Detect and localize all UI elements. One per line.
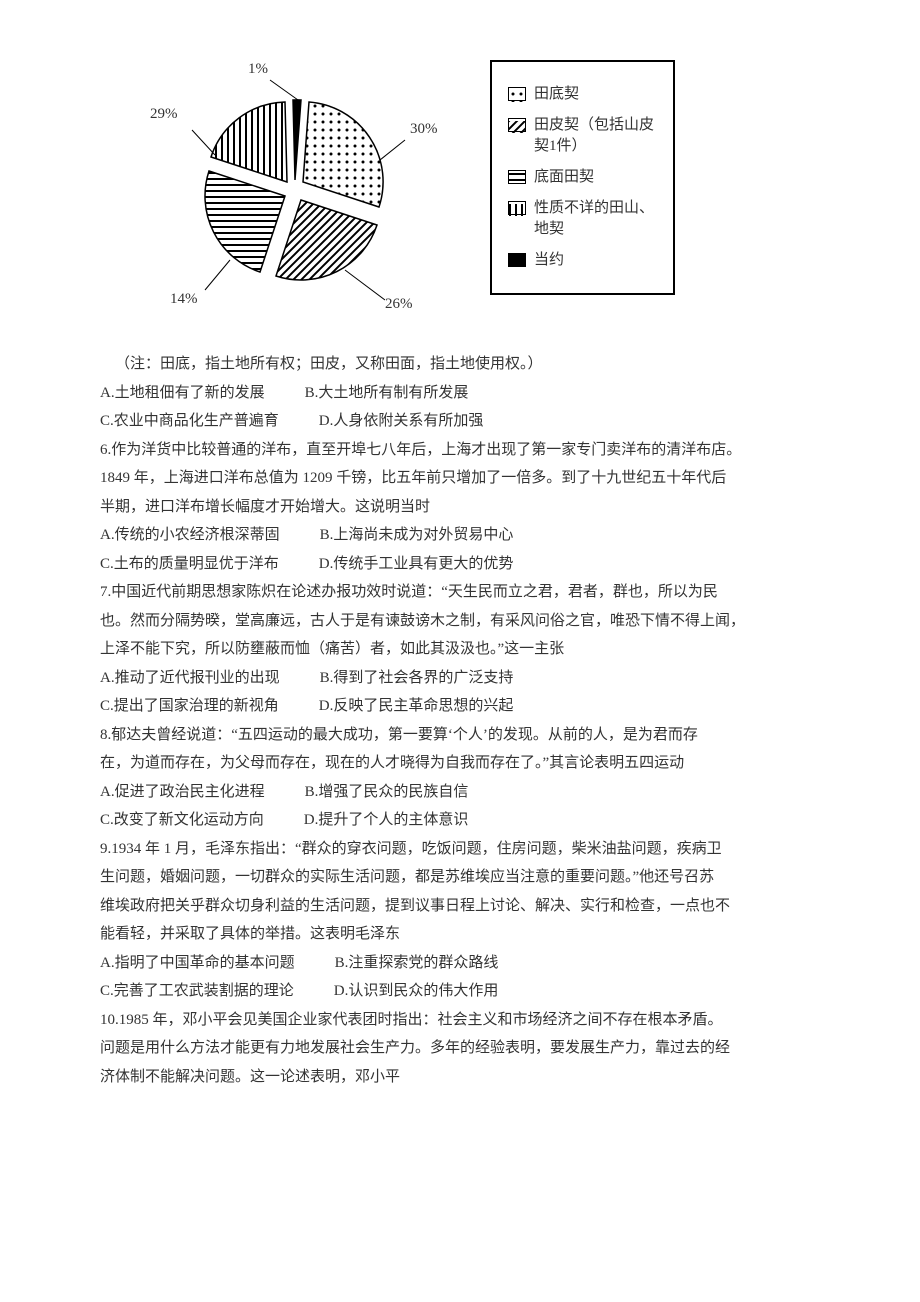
legend-label: 田皮契（包括山皮契1件） [534, 115, 657, 157]
legend-item: 底面田契 [508, 167, 657, 188]
figure-note: （注：田底，指土地所有权；田皮，又称田面，指土地使用权。） [100, 350, 830, 379]
q-stem: 7.中国近代前期思想家陈炽在论述办报功效时说道：“天生民而立之君，君者，群也，所… [100, 578, 830, 607]
pie-label-26: 26% [385, 290, 413, 319]
option: C.土布的质量明显优于洋布 [100, 550, 279, 579]
q-stem: 维埃政府把关乎群众切身利益的生活问题，提到议事日程上讨论、解决、实行和检查，一点… [100, 892, 830, 921]
option: B.注重探索党的群众路线 [335, 949, 499, 978]
pie-label-29: 29% [150, 100, 178, 129]
q-stem: 上泽不能下究，所以防壅蔽而恤（痛苦）者，如此其汲汲也。”这一主张 [100, 635, 830, 664]
exam-page: 1% 29% 30% 14% 26% 田底契 田皮契（包括山皮契1件） [0, 0, 920, 1302]
q-stem: 在，为道而存在，为父母而存在，现在的人才晓得为自我而存在了。”其言论表明五四运动 [100, 749, 830, 778]
legend-swatch [508, 201, 526, 215]
figure-row: 1% 29% 30% 14% 26% 田底契 田皮契（包括山皮契1件） [130, 60, 830, 340]
option: A.推动了近代报刊业的出现 [100, 664, 280, 693]
option: C.完善了工农武装割据的理论 [100, 977, 294, 1006]
q10: 10.1985 年，邓小平会见美国企业家代表团时指出：社会主义和市场经济之间不存… [100, 1006, 830, 1092]
pie-label-30: 30% [410, 115, 438, 144]
option: B.大土地所有制有所发展 [305, 379, 469, 408]
pie-chart: 1% 29% 30% 14% 26% [130, 60, 450, 340]
legend-item: 田皮契（包括山皮契1件） [508, 115, 657, 157]
q-stem: 也。然而分隔势暌，堂高廉远，古人于是有谏鼓谤木之制，有采风问俗之官，唯恐下情不得… [100, 607, 830, 636]
option: D.人身依附关系有所加强 [319, 407, 484, 436]
pie-label-14: 14% [170, 285, 198, 314]
legend-box: 田底契 田皮契（包括山皮契1件） 底面田契 性质不详的田山、地契 [490, 60, 675, 295]
q-stem: 1849 年，上海进口洋布总值为 1209 千镑，比五年前只增加了一倍多。到了十… [100, 464, 830, 493]
legend-label: 性质不详的田山、地契 [534, 198, 657, 240]
option: B.得到了社会各界的广泛支持 [320, 664, 514, 693]
option: B.上海尚未成为对外贸易中心 [320, 521, 514, 550]
q-stem: 能看轻，并采取了具体的举措。这表明毛泽东 [100, 920, 830, 949]
legend-swatch [508, 118, 526, 132]
option: A.传统的小农经济根深蒂固 [100, 521, 280, 550]
pie-svg [180, 70, 410, 320]
legend-item: 当约 [508, 250, 657, 271]
legend-swatch [508, 253, 526, 267]
q-stem: 生问题，婚姻问题，一切群众的实际生活问题，都是苏维埃应当注意的重要问题。”他还号… [100, 863, 830, 892]
option: A.指明了中国革命的基本问题 [100, 949, 295, 978]
legend-item: 性质不详的田山、地契 [508, 198, 657, 240]
legend-swatch [508, 170, 526, 184]
option: D.认识到民众的伟大作用 [334, 977, 499, 1006]
option: A.促进了政治民主化进程 [100, 778, 265, 807]
option: C.提出了国家治理的新视角 [100, 692, 279, 721]
q7: 7.中国近代前期思想家陈炽在论述办报功效时说道：“天生民而立之君，君者，群也，所… [100, 578, 830, 721]
q5-options: A.土地租佃有了新的发展 B.大土地所有制有所发展 C.农业中商品化生产普遍育 … [100, 379, 830, 436]
legend-label: 当约 [534, 250, 564, 271]
q-stem: 半期，进口洋布增长幅度才开始增大。这说明当时 [100, 493, 830, 522]
q-stem: 8.郁达夫曾经说道：“五四运动的最大成功，第一要算‘个人’的发现。从前的人，是为… [100, 721, 830, 750]
q8: 8.郁达夫曾经说道：“五四运动的最大成功，第一要算‘个人’的发现。从前的人，是为… [100, 721, 830, 835]
q-stem: 问题是用什么方法才能更有力地发展社会生产力。多年的经验表明，要发展生产力，靠过去… [100, 1034, 830, 1063]
option: B.增强了民众的民族自信 [305, 778, 469, 807]
pie-label-1: 1% [248, 55, 268, 84]
q9: 9.1934 年 1 月，毛泽东指出：“群众的穿衣问题，吃饭问题，住房问题，柴米… [100, 835, 830, 1006]
q-stem: 济体制不能解决问题。这一论述表明，邓小平 [100, 1063, 830, 1092]
option: D.反映了民主革命思想的兴起 [319, 692, 514, 721]
option: A.土地租佃有了新的发展 [100, 379, 265, 408]
q-stem: 10.1985 年，邓小平会见美国企业家代表团时指出：社会主义和市场经济之间不存… [100, 1006, 830, 1035]
option: C.改变了新文化运动方向 [100, 806, 264, 835]
legend-item: 田底契 [508, 84, 657, 105]
option: D.提升了个人的主体意识 [304, 806, 469, 835]
option: C.农业中商品化生产普遍育 [100, 407, 279, 436]
option: D.传统手工业具有更大的优势 [319, 550, 514, 579]
q6: 6.作为洋货中比较普通的洋布，直至开埠七八年后，上海才出现了第一家专门卖洋布的清… [100, 436, 830, 579]
legend-label: 田底契 [534, 84, 579, 105]
legend-swatch [508, 87, 526, 101]
q-stem: 9.1934 年 1 月，毛泽东指出：“群众的穿衣问题，吃饭问题，住房问题，柴米… [100, 835, 830, 864]
legend-label: 底面田契 [534, 167, 594, 188]
q-stem: 6.作为洋货中比较普通的洋布，直至开埠七八年后，上海才出现了第一家专门卖洋布的清… [100, 436, 830, 465]
